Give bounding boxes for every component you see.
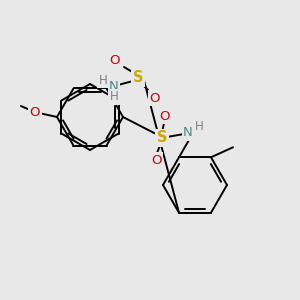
- Text: O: O: [151, 154, 161, 166]
- Text: H: H: [195, 121, 203, 134]
- Text: H: H: [99, 74, 107, 86]
- Text: S: S: [133, 70, 143, 86]
- Text: H: H: [110, 91, 118, 103]
- Text: N: N: [109, 80, 119, 92]
- Text: O: O: [109, 55, 119, 68]
- Text: O: O: [30, 106, 40, 118]
- Text: O: O: [150, 92, 160, 104]
- Text: S: S: [157, 130, 167, 146]
- Text: N: N: [183, 127, 193, 140]
- Text: O: O: [159, 110, 169, 122]
